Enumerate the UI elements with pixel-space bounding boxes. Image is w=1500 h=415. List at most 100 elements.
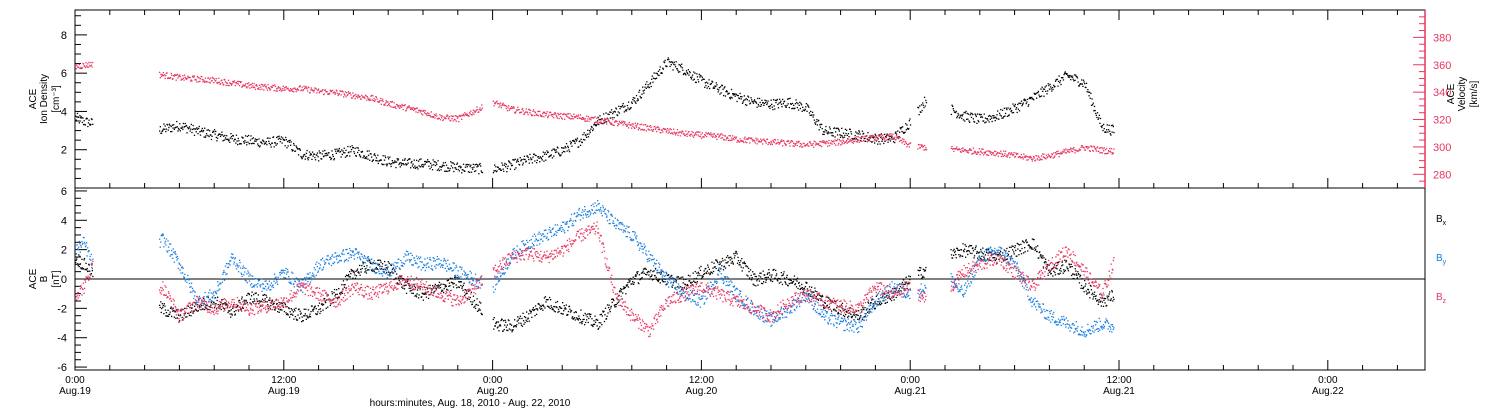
data-point (728, 261, 729, 262)
data-point (1063, 273, 1064, 274)
data-point (216, 140, 217, 141)
data-point (864, 307, 865, 308)
data-point (973, 148, 974, 149)
data-point (330, 159, 331, 160)
data-point (1009, 247, 1010, 248)
data-point (848, 133, 849, 134)
data-point (1025, 157, 1026, 158)
data-point (760, 273, 761, 274)
data-point (651, 129, 652, 130)
data-point (558, 153, 559, 154)
data-point (231, 313, 232, 314)
data-point (671, 64, 672, 65)
data-point (808, 105, 809, 106)
data-point (588, 133, 589, 134)
data-point (473, 110, 474, 111)
data-point (989, 115, 990, 116)
data-point (664, 281, 665, 282)
data-point (586, 137, 587, 138)
data-point (531, 317, 532, 318)
data-point (413, 284, 414, 285)
data-point (685, 74, 686, 75)
data-point (88, 271, 89, 272)
data-point (337, 93, 338, 94)
data-point (444, 171, 445, 172)
data-point (823, 142, 824, 143)
data-point (781, 106, 782, 107)
data-point (1068, 75, 1069, 76)
data-point (713, 86, 714, 87)
data-point (656, 131, 657, 132)
data-point (597, 325, 598, 326)
data-point (348, 274, 349, 275)
data-point (384, 261, 385, 262)
data-point (699, 76, 700, 77)
data-point (1049, 155, 1050, 156)
data-point (480, 309, 481, 310)
data-point (813, 114, 814, 115)
data-point (439, 114, 440, 115)
data-point (989, 121, 990, 122)
data-point (926, 149, 927, 150)
data-point (534, 154, 535, 155)
data-point (558, 114, 559, 115)
data-point (247, 83, 248, 84)
data-point (785, 105, 786, 106)
data-point (234, 311, 235, 312)
data-point (508, 320, 509, 321)
data-point (237, 81, 238, 82)
data-point (539, 307, 540, 308)
data-point (596, 121, 597, 122)
data-point (372, 99, 373, 100)
data-point (731, 138, 732, 139)
data-point (1036, 246, 1037, 247)
data-point (1032, 158, 1033, 159)
data-point (509, 110, 510, 111)
data-point (372, 95, 373, 96)
data-point (792, 283, 793, 284)
data-point (328, 152, 329, 153)
data-point (746, 105, 747, 106)
data-point (1051, 273, 1052, 274)
data-point (408, 107, 409, 108)
data-point (705, 132, 706, 133)
data-point (1004, 256, 1005, 257)
data-point (371, 95, 372, 96)
data-point (353, 151, 354, 152)
data-point (213, 82, 214, 83)
data-point (465, 167, 466, 168)
data-point (1026, 160, 1027, 161)
data-point (414, 160, 415, 161)
data-point (177, 74, 178, 75)
data-point (401, 163, 402, 164)
data-point (825, 303, 826, 304)
data-point (1010, 108, 1011, 109)
data-point (660, 66, 661, 67)
data-point (658, 75, 659, 76)
data-point (1084, 83, 1085, 84)
data-point (1013, 112, 1014, 113)
data-point (960, 255, 961, 256)
data-point (342, 154, 343, 155)
data-point (467, 166, 468, 167)
data-point (1013, 251, 1014, 252)
data-point (1103, 150, 1104, 151)
data-point (340, 91, 341, 92)
data-point (736, 94, 737, 95)
data-point (502, 165, 503, 166)
data-point (293, 143, 294, 144)
data-point (78, 67, 79, 68)
data-point (327, 155, 328, 156)
data-point (359, 265, 360, 266)
data-point (266, 297, 267, 298)
data-point (821, 146, 822, 147)
data-point (717, 262, 718, 263)
data-point (350, 151, 351, 152)
data-point (749, 137, 750, 138)
data-point (537, 309, 538, 310)
data-point (444, 288, 445, 289)
data-point (519, 164, 520, 165)
data-point (1035, 93, 1036, 94)
data-point (675, 134, 676, 135)
data-point (367, 151, 368, 152)
